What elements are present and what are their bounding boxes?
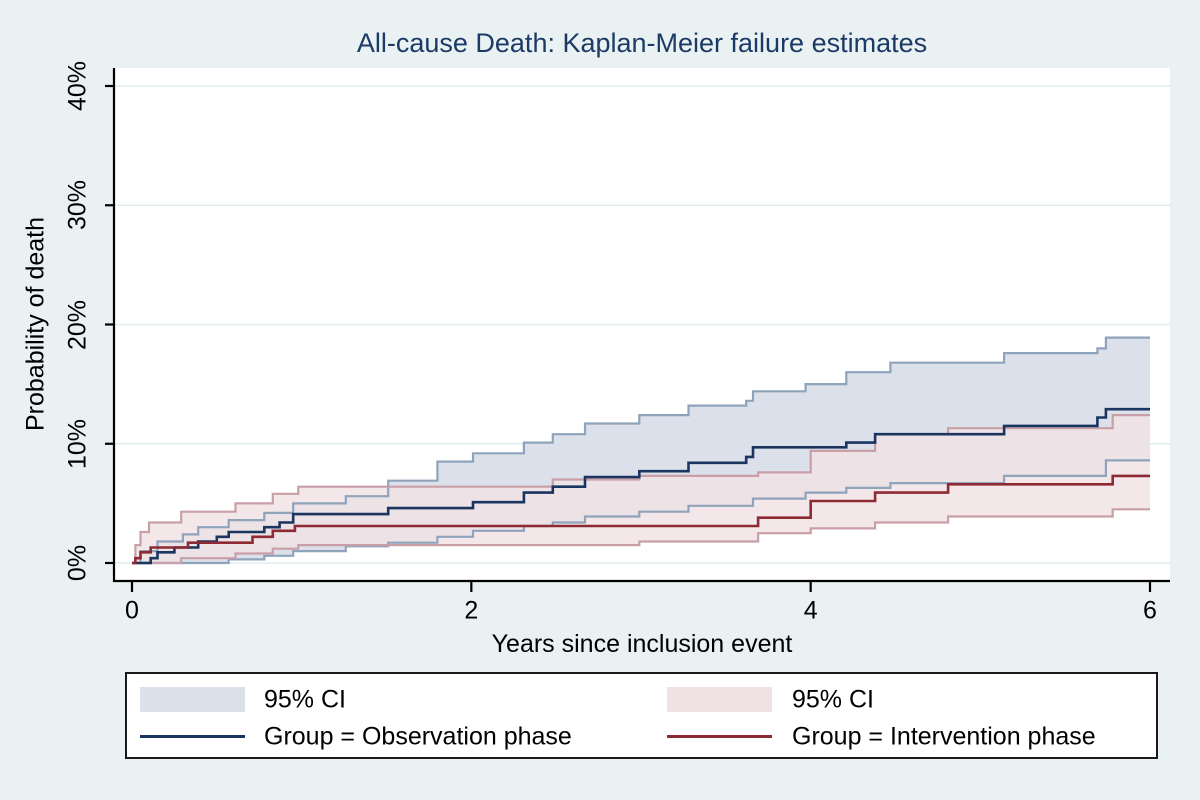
obs-lower-ci-edge xyxy=(132,459,1150,565)
y-tick-label: 30% xyxy=(63,180,92,231)
legend-group-label-observation: Group = Observation phase xyxy=(264,722,572,751)
y-axis-title: Probability of death xyxy=(21,216,50,432)
x-tick-label: 0 xyxy=(125,596,139,625)
legend-line-intervention xyxy=(667,735,772,738)
x-tick-label: 2 xyxy=(464,596,479,625)
y-tick-label: 40% xyxy=(63,60,92,112)
x-tick-label: 4 xyxy=(803,596,818,625)
y-tick-label: 0% xyxy=(63,544,92,582)
legend-ci-label-intervention: 95% CI xyxy=(792,685,874,714)
int-lower-ci-edge xyxy=(132,508,1150,565)
x-tick-label: 6 xyxy=(1143,596,1157,625)
y-tick-label: 10% xyxy=(63,418,92,469)
legend-ci-label-observation: 95% CI xyxy=(264,685,346,714)
obs-upper-ci-edge xyxy=(132,336,1150,565)
axes-and-ticks xyxy=(105,68,1170,592)
intervention-curve xyxy=(132,474,1150,565)
chart-title: All-cause Death: Kaplan-Meier failure es… xyxy=(356,28,928,58)
confidence-band-edges xyxy=(132,336,1150,565)
legend-box: 95% CI Group = Observation phase 95% CI … xyxy=(125,672,1158,759)
survival-curves xyxy=(132,407,1150,565)
legend-group-label-intervention: Group = Intervention phase xyxy=(792,722,1096,751)
legend-line-observation xyxy=(140,735,245,738)
legend-ci-swatch-observation xyxy=(140,687,245,712)
y-tick-label: 20% xyxy=(63,299,92,350)
x-axis-title: Years since inclusion event xyxy=(491,630,793,658)
legend-ci-swatch-intervention xyxy=(667,687,772,712)
